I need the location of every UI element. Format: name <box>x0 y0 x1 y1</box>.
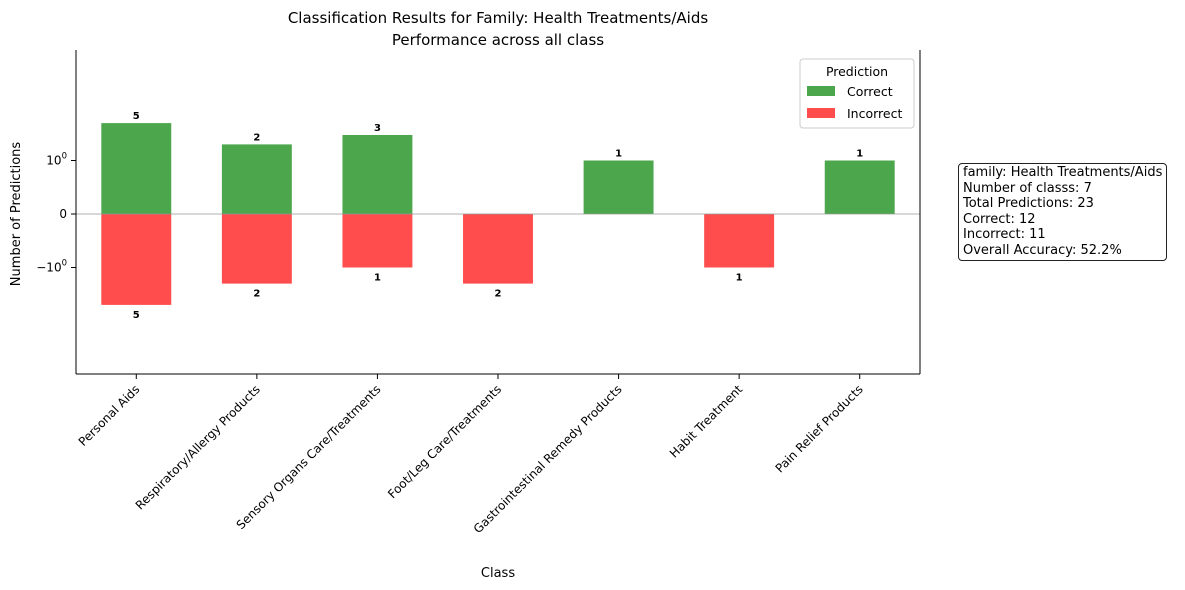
bar-correct <box>101 123 172 214</box>
legend-label-incorrect: Incorrect <box>847 106 902 121</box>
info-accuracy: Overall Accuracy: 52.2% <box>963 242 1122 258</box>
x-tick-label: Gastrointestinal Remedy Products <box>471 382 625 536</box>
bar-correct <box>583 160 654 214</box>
x-tick-label: Foot/Leg Care/Treatments <box>385 382 504 501</box>
bar-incorrect <box>221 214 292 284</box>
info-incorrect: Incorrect: 11 <box>963 227 1046 243</box>
x-tick-label: Habit Treatment <box>667 382 746 461</box>
bar-label-correct: 3 <box>374 123 381 134</box>
bar-correct <box>824 160 895 214</box>
bar-label-incorrect: 1 <box>736 273 743 284</box>
legend-swatch-incorrect <box>807 108 835 118</box>
legend-title: Prediction <box>826 64 888 79</box>
info-correct: Correct: 12 <box>963 211 1036 227</box>
x-tick-label: Personal Aids <box>76 382 143 449</box>
bar-incorrect <box>342 214 413 268</box>
y-tick-label: 0 <box>59 207 67 221</box>
x-axis-label: Class <box>481 566 515 581</box>
x-tick-label: Pain Relief Products <box>773 382 866 475</box>
summary-info-box: family: Health Treatments/Aids Number of… <box>958 163 1168 261</box>
bar-label-incorrect: 1 <box>374 273 381 284</box>
legend-swatch-correct <box>807 86 835 96</box>
info-family: family: Health Treatments/Aids <box>963 165 1163 180</box>
y-tick-label: 100 <box>46 152 67 168</box>
bar-correct <box>342 134 413 214</box>
bar-label-correct: 2 <box>253 132 260 143</box>
y-tick-label: −100 <box>36 259 67 275</box>
bar-label-incorrect: 5 <box>133 310 140 321</box>
bar-label-correct: 5 <box>133 111 140 122</box>
bar-incorrect <box>704 214 775 268</box>
bar-label-correct: 1 <box>856 149 863 160</box>
bars-group: 5 5 2 2 3 1 2 1 1 1 <box>101 111 895 321</box>
chart-title: Classification Results for Family: Healt… <box>288 9 709 27</box>
legend: Prediction Correct Incorrect <box>799 58 915 129</box>
x-tick-label: Sensory Organs Care/Treatments <box>234 382 384 532</box>
bar-correct <box>221 144 292 214</box>
y-ticks-group: 100 0 −100 <box>36 152 76 275</box>
legend-label-correct: Correct <box>847 84 893 99</box>
y-axis-label: Number of Predictions <box>9 142 24 287</box>
bar-label-incorrect: 2 <box>253 289 260 300</box>
info-total-predictions: Total Predictions: 23 <box>963 196 1094 212</box>
bar-incorrect <box>463 214 533 284</box>
x-tick-label: Respiratory/Allergy Products <box>133 382 263 512</box>
info-class-count: Number of classs: 7 <box>963 180 1092 196</box>
bar-label-incorrect: 2 <box>495 289 502 300</box>
chart-subtitle: Performance across all class <box>392 31 604 49</box>
bar-incorrect <box>101 214 172 305</box>
bar-label-correct: 1 <box>615 149 622 160</box>
